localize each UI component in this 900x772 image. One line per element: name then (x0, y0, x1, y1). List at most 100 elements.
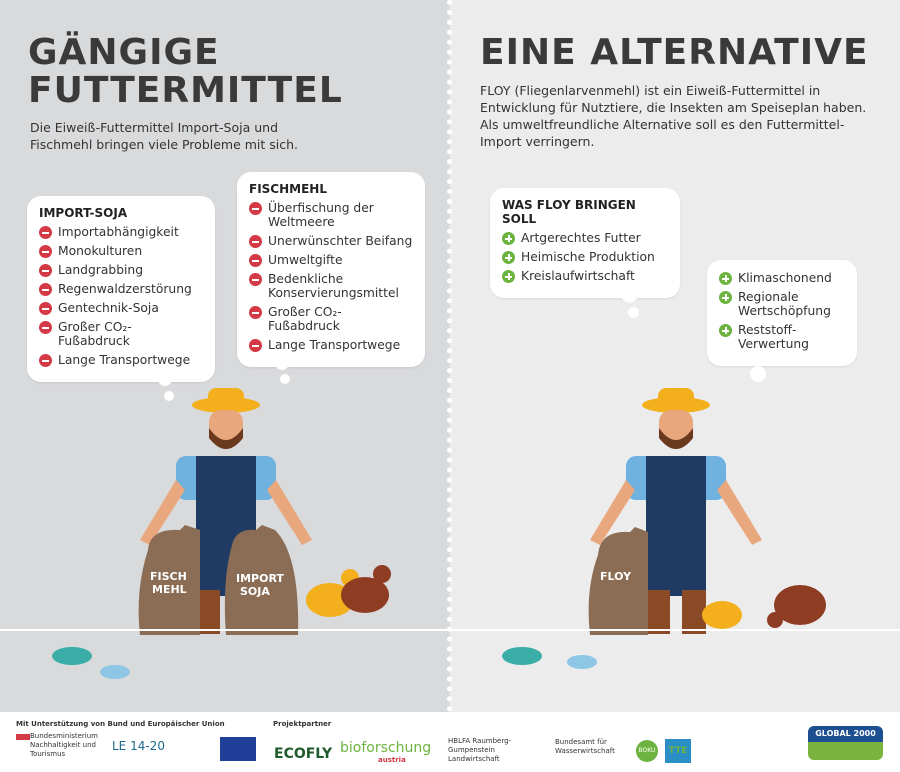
floy-benefits-bubble: WAS FLOY BRINGEN SOLL Artgerechtes Futte… (490, 188, 680, 298)
right-intro: FLOY (Fliegenlarvenmehl) ist ein Eiweiß-… (480, 83, 867, 149)
list-item: Reststoff-Verwertung (719, 323, 845, 351)
list-item: Großer CO₂-Fußabdruck (249, 305, 413, 333)
plus-circle-icon (502, 232, 515, 245)
boku-logo: BOKU (636, 740, 658, 762)
eu-flag-icon (220, 737, 256, 761)
thought-dot (628, 307, 639, 318)
list-item: Importabhängigkeit (39, 225, 203, 239)
farmer-scene-left: FISCH MEHL IMPORT SOJA (0, 388, 450, 679)
bioforschung-sub: austria (378, 756, 406, 764)
floy-benefits-bubble-2: Klimaschonend Regionale Wertschöpfung Rest… (707, 260, 857, 366)
list-item-label: Regenwaldzerstörung (58, 282, 192, 296)
fish-icon (52, 647, 92, 665)
list-item-label: Landgrabbing (58, 263, 144, 277)
footer: Mit Unterstützung von Bund und Europäisc… (0, 712, 900, 772)
list-item-label: Großer CO₂-Fußabdruck (268, 305, 342, 333)
sack-fischmehl (138, 525, 200, 635)
minus-circle-icon (39, 321, 52, 334)
list-item-label: Monokulturen (58, 244, 143, 258)
divider (447, 0, 452, 712)
minus-circle-icon (39, 354, 52, 367)
list-item: Umweltgifte (249, 253, 413, 267)
list-item-label: Großer CO₂-Fußabdruck (58, 320, 132, 348)
list-item-label: Gentechnik-Soja (58, 301, 159, 315)
plus-circle-icon (719, 291, 732, 304)
list-item-label: Unerwünschter Beifang (268, 234, 413, 248)
list-item-label: Importabhängigkeit (58, 225, 179, 239)
left-intro: Die Eiweiß-Futtermittel Import-Soja und … (30, 120, 299, 152)
list-item: Monokulturen (39, 244, 203, 258)
list-item-label: Bedenkliche Konservierungsmittel (268, 272, 399, 300)
thought-dot (158, 372, 172, 386)
le-logo: LE 14-20 (112, 739, 165, 753)
minus-circle-icon (39, 302, 52, 315)
farmer (590, 388, 762, 634)
thought-dot (622, 288, 637, 303)
ecofly-logo: ECOFLY (274, 746, 333, 762)
list-item-label: Klimaschonend (738, 271, 832, 285)
list-item-label: Lange Transportwege (58, 353, 191, 367)
list-item-label: Artgerechtes Futter (521, 231, 641, 245)
list-item-label: Regionale Wertschöpfung (738, 290, 831, 318)
bubble-heading: WAS FLOY BRINGEN SOLL (502, 198, 636, 226)
list-item: Regionale Wertschöpfung (719, 290, 845, 318)
fish-icon (567, 655, 597, 669)
sack-import-soja (224, 525, 299, 635)
list-item-label: Reststoff-Verwertung (738, 323, 809, 351)
austria-flag-icon (16, 734, 30, 740)
minus-circle-icon (249, 235, 262, 248)
right-title: EINE ALTERNATIVE (480, 32, 869, 73)
minus-circle-icon (39, 283, 52, 296)
sack-label: IMPORT SOJA (236, 572, 284, 598)
list-item: Bedenkliche Konservierungsmittel (249, 272, 413, 300)
minus-circle-icon (249, 273, 262, 286)
bubble-heading: IMPORT-SOJA (39, 206, 128, 220)
list-item-label: Umweltgifte (268, 253, 343, 267)
plus-circle-icon (502, 251, 515, 264)
bioforschung-logo: bioforschung (340, 740, 432, 756)
bubble-heading: FISCHMEHL (249, 182, 327, 196)
thought-dot (164, 391, 174, 401)
list-item: Großer CO₂-Fußabdruck (39, 320, 203, 348)
list-item-label: Lange Transportwege (268, 338, 401, 352)
minus-circle-icon (249, 306, 262, 319)
minus-circle-icon (39, 245, 52, 258)
list-item: Landgrabbing (39, 263, 203, 277)
list-item: Gentechnik-Soja (39, 301, 203, 315)
minus-circle-icon (249, 339, 262, 352)
thought-dot (275, 356, 289, 370)
partners-label: Projektpartner (273, 720, 332, 728)
sack-label: FISCH MEHL (150, 570, 187, 596)
global2000-logo: GLOBAL 2000 (808, 726, 883, 742)
list-item-label: Kreislaufwirtschaft (521, 269, 635, 283)
list-item: Kreislaufwirtschaft (502, 269, 668, 283)
list-item: Lange Transportwege (249, 338, 413, 352)
list-item: Unerwünschter Beifang (249, 234, 413, 248)
baw-logo: Bundesamt für Wasserwirtschaft (555, 738, 615, 755)
plus-circle-icon (502, 270, 515, 283)
chicken-icon (702, 585, 826, 629)
ministry-logo: Bundesministerium Nachhaltigkeit und Tou… (30, 732, 98, 758)
list-item: Heimische Produktion (502, 250, 668, 264)
fish-icon (100, 665, 130, 679)
thought-dot (280, 374, 290, 384)
list-item-label: Heimische Produktion (521, 250, 655, 264)
list-item-label: Überfischung der Weltmeere (268, 201, 374, 229)
left-title: GÄNGIGE FUTTERMITTEL (28, 32, 343, 111)
hblfa-logo: HBLFA Raumberg-Gumpenstein Landwirtschaf… (448, 737, 512, 763)
minus-circle-icon (249, 202, 262, 215)
plus-circle-icon (719, 272, 732, 285)
chicken-icon (306, 565, 391, 617)
import-soja-bubble: IMPORT-SOJA Importabhängigkeit Monokultur… (27, 196, 215, 382)
minus-circle-icon (39, 264, 52, 277)
minus-circle-icon (249, 254, 262, 267)
farmer-scene-right: FLOY (450, 388, 900, 669)
fischmehl-bubble: FISCHMEHL Überfischung der Weltmeere Uner… (237, 172, 425, 367)
fish-icon (502, 647, 542, 665)
list-item: Regenwaldzerstörung (39, 282, 203, 296)
support-label: Mit Unterstützung von Bund und Europäisc… (16, 720, 225, 728)
list-item: Lange Transportwege (39, 353, 203, 367)
plus-circle-icon (719, 324, 732, 337)
list-item: Artgerechtes Futter (502, 231, 668, 245)
tte-logo: TTE (665, 739, 691, 763)
